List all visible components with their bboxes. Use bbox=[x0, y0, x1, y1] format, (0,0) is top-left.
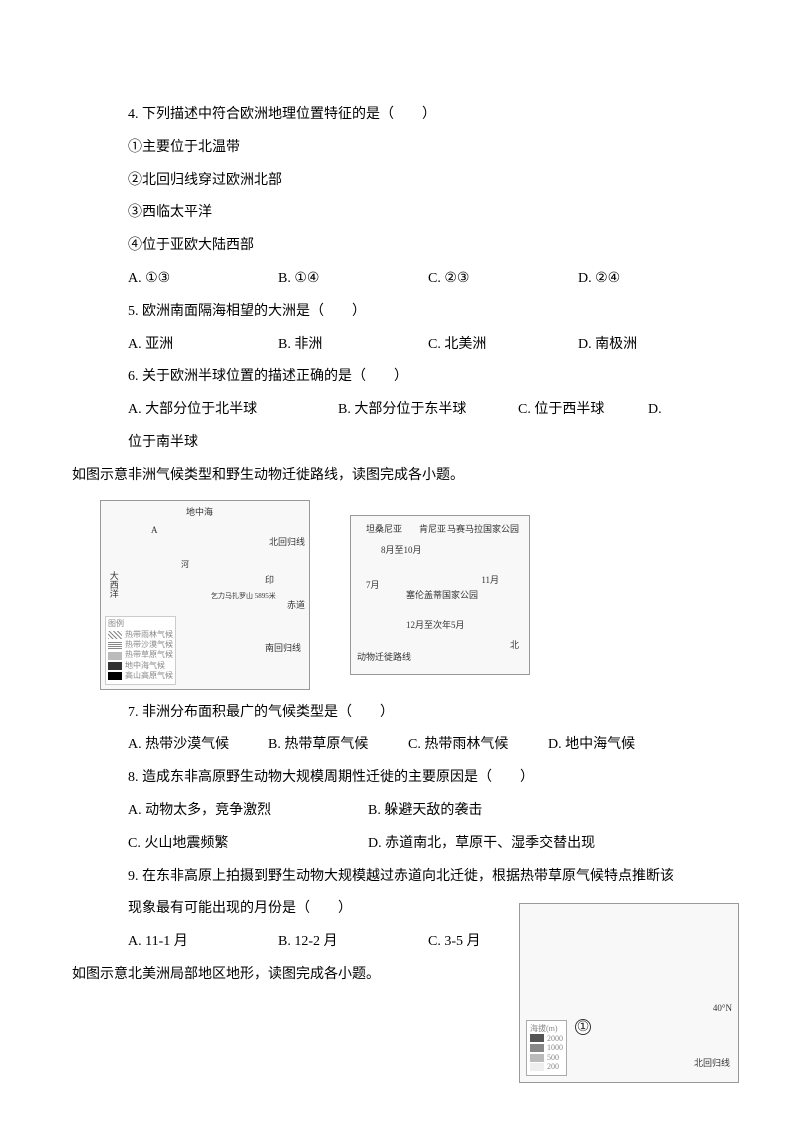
leg-highland: 高山高原气候 bbox=[125, 671, 173, 681]
leg-desert: 热带沙漠气候 bbox=[125, 640, 173, 650]
q6-opt-b: B. 大部分位于东半球 bbox=[338, 395, 518, 426]
migration-map: 坦桑尼亚 肯尼亚 马赛马拉国家公园 8月至10月 7月 11月 塞伦盖蒂国家公园… bbox=[350, 515, 530, 675]
label-a: A bbox=[151, 521, 158, 541]
q4-opt-a: A. ①③ bbox=[128, 264, 278, 295]
label-m2: 7月 bbox=[366, 576, 380, 596]
label-kilimanjaro: 乞力马扎罗山 5895米 bbox=[211, 589, 276, 604]
q5-stem: 5. 欧洲南面隔海相望的大洲是（ ） bbox=[100, 297, 724, 328]
q9-opt-a: A. 11-1 月 bbox=[128, 927, 278, 958]
q6-cont: 位于南半球 bbox=[100, 428, 724, 459]
q4-opt-c: C. ②③ bbox=[428, 264, 578, 295]
na-l1: 2000 bbox=[547, 1034, 563, 1044]
q8-opt-b: B. 躲避天敌的袭击 bbox=[368, 796, 482, 827]
label-tropic-s: 南回归线 bbox=[265, 639, 301, 659]
label-tropic-cancer: 北回归线 bbox=[694, 1054, 730, 1074]
figure1-intro: 如图示意非洲气候类型和野生动物迁徙路线，读图完成各小题。 bbox=[72, 461, 724, 492]
label-north: 北 bbox=[510, 636, 519, 656]
q7-opt-d: D. 地中海气候 bbox=[548, 730, 635, 761]
q7-opt-b: B. 热带草原气候 bbox=[268, 730, 408, 761]
q4-s2: ②北回归线穿过欧洲北部 bbox=[100, 166, 724, 197]
africa-climate-map: 地中海 A 北回归线 赤道 南回归线 大西洋 印 乞力马扎罗山 5895米 河 … bbox=[100, 500, 310, 690]
label-ke: 肯尼亚 bbox=[419, 520, 446, 540]
figure1-container: 地中海 A 北回归线 赤道 南回归线 大西洋 印 乞力马扎罗山 5895米 河 … bbox=[100, 500, 724, 690]
q7-stem: 7. 非洲分布面积最广的气候类型是（ ） bbox=[100, 698, 724, 729]
q5-opt-a: A. 亚洲 bbox=[128, 330, 278, 361]
q7-opt-a: A. 热带沙漠气候 bbox=[128, 730, 268, 761]
africa-legend: 图例 热带雨林气候 热带沙漠气候 热带草原气候 地中海气候 高山高原气候 bbox=[105, 616, 176, 684]
label-route: 动物迁徙路线 bbox=[357, 648, 411, 668]
q6-opt-d: D. bbox=[648, 395, 662, 426]
q4-opt-d: D. ②④ bbox=[578, 264, 728, 295]
label-masai: 马赛马拉国家公园 bbox=[447, 520, 519, 540]
q4-stem: 4. 下列描述中符合欧洲地理位置特征的是（ ） bbox=[100, 100, 724, 131]
q9-stem1: 9. 在东非高原上拍摄到野生动物大规模越过赤道向北迁徙，根据热带草原气候特点推断… bbox=[100, 862, 724, 893]
q9-opt-b: B. 12-2 月 bbox=[278, 927, 428, 958]
label-med: 地中海 bbox=[186, 503, 213, 523]
legend-title: 图例 bbox=[108, 619, 173, 629]
q5-opt-c: C. 北美洲 bbox=[428, 330, 578, 361]
q4-s1: ①主要位于北温带 bbox=[100, 133, 724, 164]
q7-options: A. 热带沙漠气候 B. 热带草原气候 C. 热带雨林气候 D. 地中海气候 bbox=[100, 730, 724, 761]
q6-opt-c: C. 位于西半球 bbox=[518, 395, 648, 426]
q6-options: A. 大部分位于北半球 B. 大部分位于东半球 C. 位于西半球 D. bbox=[100, 395, 724, 426]
na-l2: 1000 bbox=[547, 1043, 563, 1053]
leg-savanna: 热带草原气候 bbox=[125, 650, 173, 660]
label-m1: 8月至10月 bbox=[381, 541, 422, 561]
na-legend-title: 海拔(m) bbox=[530, 1024, 563, 1034]
label-tropic-n: 北回归线 bbox=[269, 533, 305, 553]
q8-opt-d: D. 赤道南北，草原干、湿季交替出现 bbox=[368, 829, 595, 860]
na-legend: 海拔(m) 2000 1000 500 200 bbox=[526, 1020, 567, 1076]
north-america-map: ① 40°N 北回归线 海拔(m) 2000 1000 500 200 bbox=[519, 903, 739, 1083]
q5-opt-d: D. 南极洲 bbox=[578, 330, 728, 361]
na-l3: 500 bbox=[547, 1053, 559, 1063]
q8-opt-c: C. 火山地震频繁 bbox=[128, 829, 368, 860]
label-serengeti: 塞伦盖蒂国家公园 bbox=[406, 586, 478, 606]
q8-options-1: A. 动物太多，竞争激烈 B. 躲避天敌的袭击 bbox=[100, 796, 724, 827]
q4-s3: ③西临太平洋 bbox=[100, 198, 724, 229]
label-40n: 40°N bbox=[713, 999, 732, 1019]
q6-stem: 6. 关于欧洲半球位置的描述正确的是（ ） bbox=[100, 362, 724, 393]
leg-rainforest: 热带雨林气候 bbox=[125, 630, 173, 640]
label-river: 河 bbox=[181, 556, 189, 574]
q4-s4: ④位于亚欧大陆西部 bbox=[100, 231, 724, 262]
q8-stem: 8. 造成东非高原野生动物大规模周期性迁徙的主要原因是（ ） bbox=[100, 763, 724, 794]
label-atlantic: 大西洋 bbox=[103, 571, 123, 598]
na-l4: 200 bbox=[547, 1062, 559, 1072]
label-m3: 11月 bbox=[481, 571, 499, 591]
label-mark1: ① bbox=[575, 1019, 591, 1035]
q6-opt-a: A. 大部分位于北半球 bbox=[128, 395, 338, 426]
q8-opt-a: A. 动物太多，竞争激烈 bbox=[128, 796, 368, 827]
label-indian: 印 bbox=[265, 571, 274, 591]
leg-med: 地中海气候 bbox=[125, 661, 165, 671]
q5-options: A. 亚洲 B. 非洲 C. 北美洲 D. 南极洲 bbox=[100, 330, 724, 361]
q4-options: A. ①③ B. ①④ C. ②③ D. ②④ bbox=[100, 264, 724, 295]
q4-opt-b: B. ①④ bbox=[278, 264, 428, 295]
label-m4: 12月至次年5月 bbox=[406, 616, 465, 636]
q5-opt-b: B. 非洲 bbox=[278, 330, 428, 361]
label-equator: 赤道 bbox=[287, 596, 305, 616]
q8-options-2: C. 火山地震频繁 D. 赤道南北，草原干、湿季交替出现 bbox=[100, 829, 724, 860]
label-tz: 坦桑尼亚 bbox=[366, 520, 402, 540]
q7-opt-c: C. 热带雨林气候 bbox=[408, 730, 548, 761]
